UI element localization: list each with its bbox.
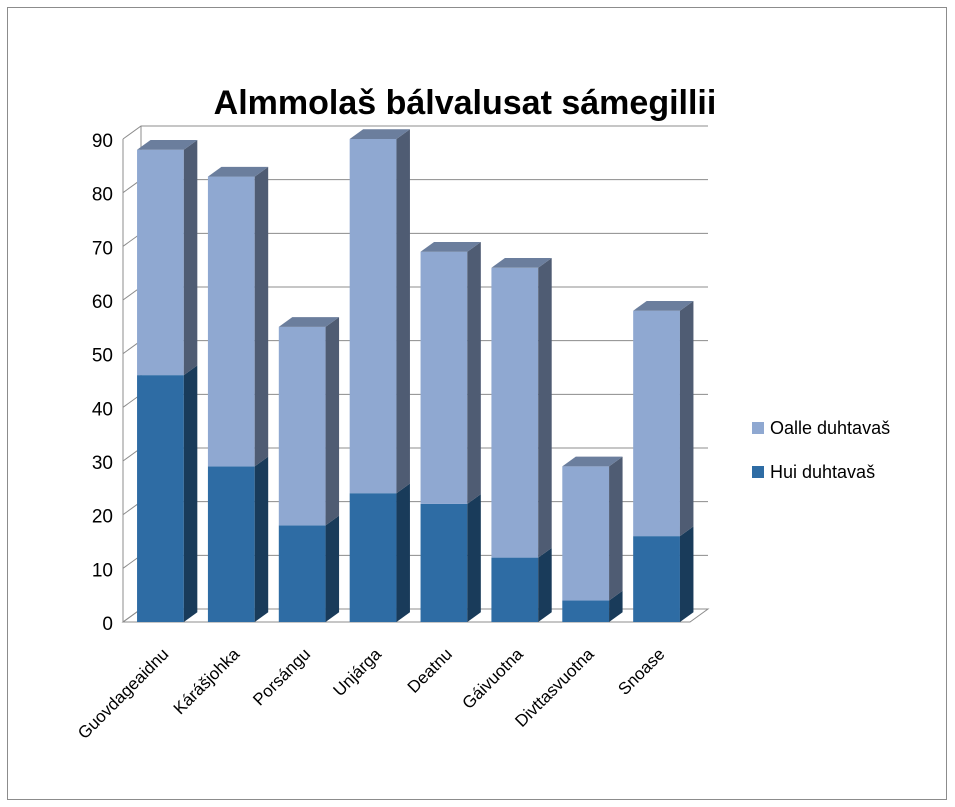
y-tick-label: 50	[92, 346, 113, 367]
legend-label: Oalle duhtavaš	[770, 418, 890, 438]
bar-side	[254, 166, 269, 467]
bar-top	[137, 139, 198, 150]
bar-top	[349, 129, 410, 139]
bar-side	[396, 483, 410, 622]
bar	[491, 557, 539, 622]
bar	[633, 310, 680, 537]
y-tick-label: 70	[92, 238, 113, 259]
grid-line	[122, 125, 708, 140]
bar	[278, 525, 326, 622]
bar	[562, 600, 610, 622]
y-tick-label: 90	[92, 131, 113, 152]
bar	[491, 267, 539, 558]
bar	[137, 375, 184, 622]
bar	[420, 251, 468, 504]
legend-label: Hui duhtavaš	[770, 462, 875, 482]
bar-side	[183, 139, 198, 376]
bar	[207, 176, 255, 467]
bar-side	[183, 365, 198, 622]
y-tick-label: 60	[92, 292, 113, 313]
y-tick-label: 20	[92, 507, 113, 528]
bar-side	[538, 547, 552, 622]
y-tick-label: 30	[92, 453, 113, 474]
bar-side	[467, 241, 481, 504]
bar-top	[207, 166, 269, 177]
y-tick-label: 80	[92, 185, 113, 206]
bar-side	[609, 456, 623, 601]
bar	[278, 326, 326, 526]
bar-side	[396, 129, 410, 494]
bar-side	[679, 300, 694, 537]
bar-side	[254, 456, 269, 622]
chart-title: Almmolaš bálvalusat sámegillii	[214, 84, 717, 122]
bar-side	[325, 515, 340, 622]
bar-top	[420, 241, 481, 252]
bar	[562, 466, 610, 601]
legend-swatch	[752, 422, 764, 434]
bar	[207, 466, 255, 622]
bar-top	[562, 456, 623, 467]
bar	[137, 149, 184, 376]
bar-side	[679, 526, 694, 622]
bar-side	[325, 317, 340, 526]
bar-top	[633, 300, 694, 311]
legend-swatch	[752, 466, 764, 478]
bar-top	[491, 258, 552, 268]
y-tick-label: 0	[102, 614, 113, 635]
bar-side	[467, 494, 481, 622]
y-tick-label: 10	[92, 560, 113, 581]
bar	[420, 503, 468, 622]
bar	[633, 536, 680, 622]
y-tick-label: 40	[92, 399, 113, 420]
bar-side	[538, 258, 552, 558]
bar-top	[278, 317, 340, 327]
bar-side	[609, 590, 623, 622]
bar	[349, 493, 397, 622]
bar	[349, 139, 397, 494]
